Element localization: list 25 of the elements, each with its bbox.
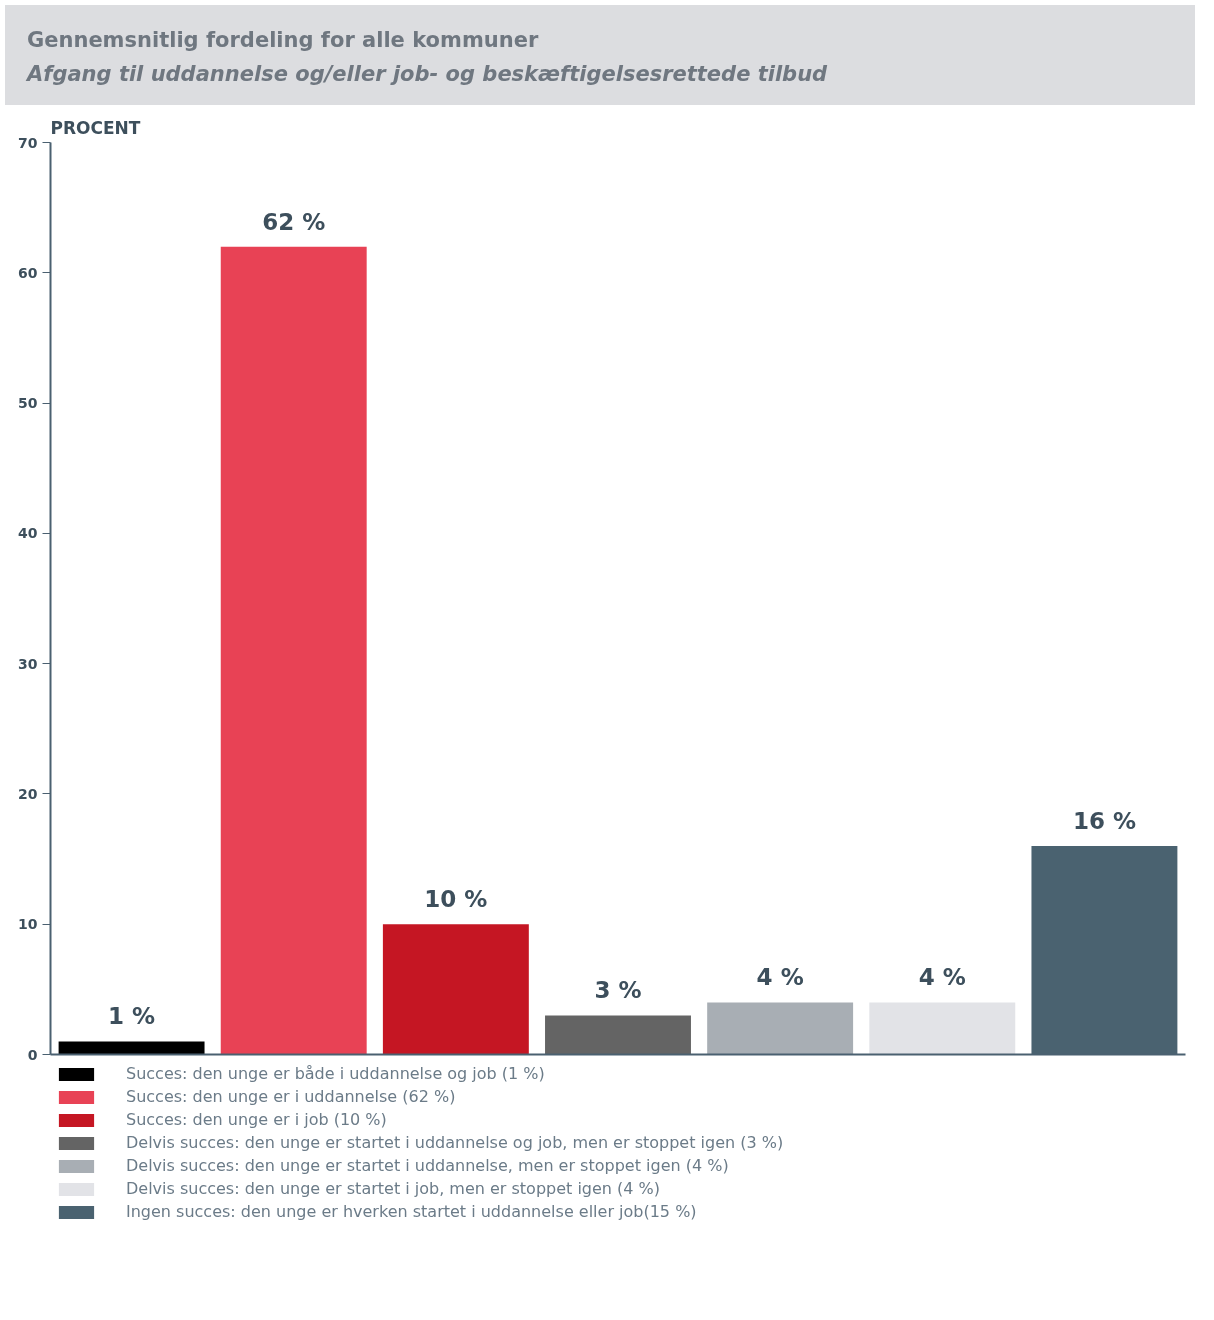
- legend-label: Succes: den unge er i uddannelse (62 %): [126, 1087, 456, 1106]
- y-tick-label: 20: [18, 785, 38, 802]
- data-label: 10 %: [424, 886, 488, 913]
- data-label: 16 %: [1072, 808, 1136, 835]
- legend-label: Delvis succes: den unge er startet i uddannelse, men er stoppet igen (4 %): [126, 1156, 729, 1175]
- chart-title: Gennemsnitlig fordeling for alle kommuner: [27, 27, 540, 54]
- legend-label: Succes: den unge er både i uddannelse og job (1 %): [126, 1064, 545, 1083]
- data-label: 3 %: [594, 977, 642, 1004]
- y-tick-label: 0: [27, 1046, 38, 1063]
- data-label: 1 %: [108, 1003, 156, 1030]
- y-tick-label: 40: [18, 525, 38, 542]
- y-tick-label: 70: [18, 134, 38, 151]
- y-axis-title: PROCENT: [50, 117, 141, 138]
- data-label: 4 %: [756, 964, 804, 991]
- legend-label: Ingen succes: den unge er hverken startet i uddannelse eller job(15 %): [126, 1202, 697, 1221]
- legend-label: Succes: den unge er i job (10 %): [126, 1110, 387, 1129]
- y-tick-label: 10: [18, 916, 38, 933]
- data-label: 4 %: [918, 964, 966, 991]
- legend-label: Delvis succes: den unge er startet i uddannelse og job, men er stoppet igen (3 %): [126, 1133, 784, 1152]
- y-tick-label: 50: [18, 395, 38, 412]
- y-tick-label: 60: [18, 264, 38, 281]
- data-label: 62 %: [262, 208, 326, 235]
- y-tick-label: 30: [18, 655, 38, 672]
- chart-subtitle: Afgang til uddannelse og/eller job- og beskæftigelsesrettede tilbud: [27, 61, 829, 88]
- legend-label: Delvis succes: den unge er startet i job, men er stoppet igen (4 %): [126, 1179, 661, 1198]
